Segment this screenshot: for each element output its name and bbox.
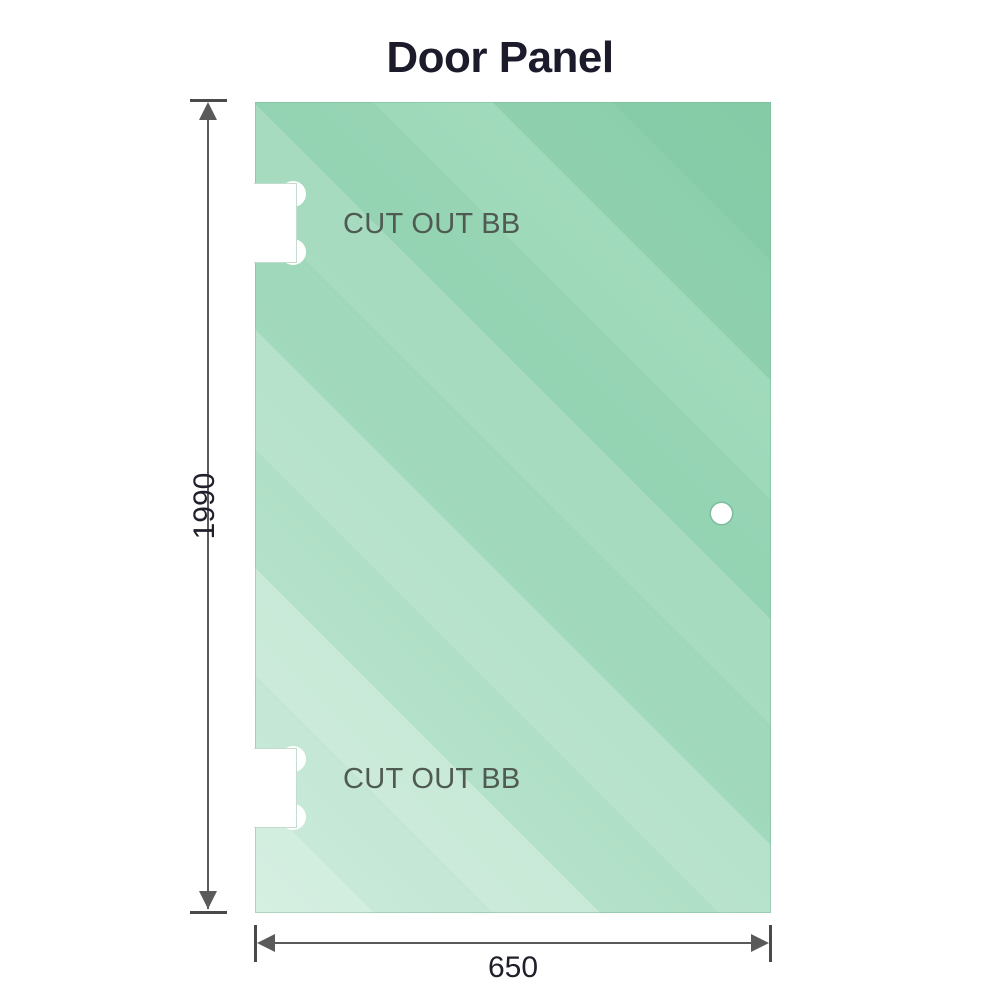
arrow-right-icon — [751, 934, 769, 952]
dimension-line-vertical — [207, 104, 209, 909]
extension-tick-bottom — [190, 911, 227, 914]
cutout-label-bottom: CUT OUT BB — [343, 763, 521, 795]
cutout-lobe-bottom-icon — [280, 804, 306, 830]
arrow-left-icon — [257, 934, 275, 952]
cutout-lobe-top-icon — [280, 181, 306, 207]
arrow-down-icon — [199, 891, 217, 909]
cutout-lobe-top-icon — [280, 746, 306, 772]
cutout-lobe-bottom-icon — [280, 239, 306, 265]
dimension-label-height: 1990 — [188, 472, 221, 540]
extension-tick-right — [769, 925, 772, 962]
cutout-top-left — [254, 181, 306, 265]
cutout-label-top: CUT OUT BB — [343, 208, 521, 240]
extension-tick-top — [190, 99, 227, 102]
dimension-line-horizontal — [259, 942, 767, 944]
page-title: Door Panel — [386, 33, 614, 82]
cutout-bottom-left — [254, 746, 306, 830]
arrow-up-icon — [199, 102, 217, 120]
extension-tick-left — [254, 925, 257, 962]
panel-glass-fill — [255, 102, 771, 913]
dimension-label-width: 650 — [487, 951, 539, 984]
handle-hole — [711, 503, 732, 524]
